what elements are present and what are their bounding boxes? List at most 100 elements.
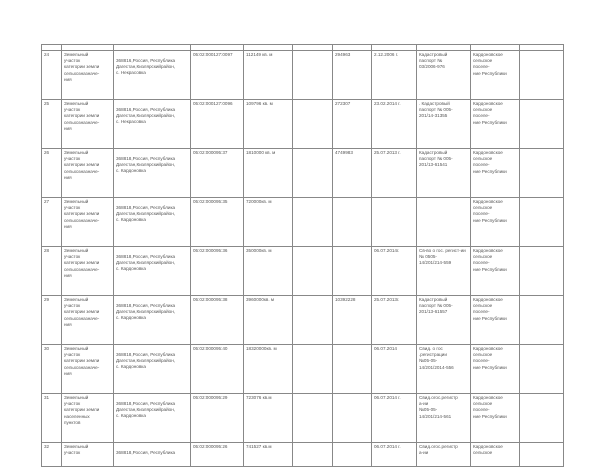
empty-cell	[519, 148, 564, 198]
document-cell: Свид.огос.регистр а-ии	[416, 442, 471, 467]
type-cell: Земельный участок категории земли сельхо…	[61, 197, 114, 247]
empty-cell	[292, 393, 333, 443]
address-cell: 368818,Россия, Республика Дагестан,Кизля…	[113, 393, 191, 443]
cadastral-number-cell: 05:02:000095:40	[190, 344, 244, 394]
owner-cell: Кардоновское сельское поселе- ние Респуб…	[470, 50, 520, 100]
row-number: 32	[41, 442, 62, 467]
date-cell: 2.12.2006 г.	[371, 50, 417, 100]
empty-cell	[519, 50, 564, 100]
empty-cell	[519, 344, 564, 394]
cadastral-number-cell: 05:02:000095:35	[190, 197, 244, 247]
type-cell: Земельный участок категории земли сельхо…	[61, 50, 114, 100]
document-cell: Кадастровый паспорт № 005- 201/13-61541	[416, 148, 471, 198]
row-number: 25	[41, 99, 62, 149]
document-cell: Св-во о гос. регист-ии № 0505- 14/201/21…	[416, 246, 471, 296]
area-cell: 109796 кв. м	[243, 99, 293, 149]
owner-cell: Кардоновское сельское поселе- ние Респуб…	[470, 344, 520, 394]
empty-cell	[292, 295, 333, 345]
empty-cell	[519, 99, 564, 149]
row-number: 28	[41, 246, 62, 296]
empty-cell	[519, 246, 564, 296]
value-cell: 272307	[332, 99, 372, 149]
value-cell	[332, 442, 372, 467]
value-cell: 4749983	[332, 148, 372, 198]
value-cell: 10392228	[332, 295, 372, 345]
date-cell	[371, 197, 417, 247]
table-row: 27 Земельный участок категории земли сель…	[41, 197, 564, 247]
address-cell: 368818,Россия, Республика Дагестан,Кизля…	[113, 246, 191, 296]
value-cell: 294963	[332, 50, 372, 100]
cadastral-number-cell: 05:02:000095:37	[190, 148, 244, 198]
table-row: 26 Земельный участок категории земли сель…	[41, 148, 564, 198]
empty-cell	[519, 197, 564, 247]
cadastral-number-cell: 05:02:000127:0096	[190, 99, 244, 149]
table-row: 25 Земельный участок категории земли сель…	[41, 99, 564, 149]
row-number: 31	[41, 393, 62, 443]
type-cell: Земельный участок категории земли сельхо…	[61, 148, 114, 198]
type-cell: Земельный участок категории земли сельхо…	[61, 99, 114, 149]
document-cell: Кадастровый паспорт № 005- 201/13-61557	[416, 295, 471, 345]
owner-cell: Кардоновское сельское поселе- ние Респуб…	[470, 197, 520, 247]
owner-cell: Кардоновское сельское поселе- ние Респуб…	[470, 99, 520, 149]
table-row: 30 Земельный участок категории земли сель…	[41, 344, 564, 394]
date-cell: 06.07.2014 г.	[371, 393, 417, 443]
address-cell: 368816,Россия, Республика Дагестан,Кизля…	[113, 99, 191, 149]
cadastral-number-cell: 05:02:000127:0097	[190, 50, 244, 100]
value-cell	[332, 393, 372, 443]
date-cell: 06.07.2014 г.	[371, 442, 417, 467]
empty-cell	[519, 393, 564, 443]
address-cell: 368816,Россия, Республика Дагестан,Кизля…	[113, 50, 191, 100]
table-row: 24 Земельный участок категории земли сель…	[41, 50, 564, 100]
date-cell: 06.07.2014	[371, 344, 417, 394]
row-number: 27	[41, 197, 62, 247]
value-cell	[332, 246, 372, 296]
table-row: 28 Земельный участок категории земли сель…	[41, 246, 564, 296]
date-cell: 23.02.2014 г.	[371, 99, 417, 149]
owner-cell: Кардоновское сельское поселе- ние Респуб…	[470, 246, 520, 296]
empty-cell	[292, 50, 333, 100]
cadastral-number-cell: 05:02:000095:29	[190, 393, 244, 443]
area-cell: 112149 кв. м	[243, 50, 293, 100]
empty-cell	[292, 148, 333, 198]
address-cell: 368818,Россия, Республика	[113, 442, 191, 467]
type-cell: Земельный участок категории земли населе…	[61, 393, 114, 443]
cadastral-number-cell: 05:02:000095:26	[190, 442, 244, 467]
empty-cell	[519, 295, 564, 345]
document-cell: Свид. о гос .регистрации №05-05- 14/201/…	[416, 344, 471, 394]
row-number: 29	[41, 295, 62, 345]
area-cell: 1810000 кв. м	[243, 148, 293, 198]
empty-cell	[292, 442, 333, 467]
document-cell	[416, 197, 471, 247]
type-cell: Земельный участок категории земли сельхо…	[61, 246, 114, 296]
empty-cell	[519, 442, 564, 467]
owner-cell: Кардоновское сельское поселе- ние Респуб…	[470, 393, 520, 443]
area-cell: 3960000кв. м	[243, 295, 293, 345]
document-cell: . Кадастровый паспорт № 005- 201/14-3135…	[416, 99, 471, 149]
address-cell: 368818,Россия, Республика Дагестан,Кизля…	[113, 197, 191, 247]
address-cell: 368818,Россия, Республика Дагестан,Кизля…	[113, 295, 191, 345]
empty-cell	[292, 246, 333, 296]
value-cell	[332, 344, 372, 394]
document-cell: Кадастровый паспорт № 03/2006-976	[416, 50, 471, 100]
owner-cell: Кардоновское сельское поселе- ние Респуб…	[470, 295, 520, 345]
owner-cell: Кардоновское сельское	[470, 442, 520, 467]
table-row: 31 Земельный участок категории земли насе…	[41, 393, 564, 443]
value-cell	[332, 197, 372, 247]
area-cell: 18320000кв. м	[243, 344, 293, 394]
document-cell: Свид.огос.регистр а-ии №05-05- 14/201/21…	[416, 393, 471, 443]
table-row: 32 Земельный участок 368818,Россия, Респуб…	[41, 442, 564, 467]
date-cell: 06.07.2014г.	[371, 246, 417, 296]
address-cell: 368818,Россия, Республика Дагестан,Кизля…	[113, 344, 191, 394]
cadastral-number-cell: 05:02:000095:36	[190, 246, 244, 296]
empty-cell	[292, 197, 333, 247]
date-cell: 25.07.2013г.	[371, 295, 417, 345]
owner-cell: Кардоновское сельское поселе- ние Респуб…	[470, 148, 520, 198]
row-number: 26	[41, 148, 62, 198]
row-number: 24	[41, 50, 62, 100]
address-cell: 368818,Россия, Республика Дагестан,Кизля…	[113, 148, 191, 198]
land-registry-table: 24 Земельный участок категории земли сель…	[41, 44, 564, 467]
table-row: 29 Земельный участок категории земли сель…	[41, 295, 564, 345]
area-cell: 741527 кв.м	[243, 442, 293, 467]
empty-cell	[292, 99, 333, 149]
area-cell: 723076 кв.м	[243, 393, 293, 443]
